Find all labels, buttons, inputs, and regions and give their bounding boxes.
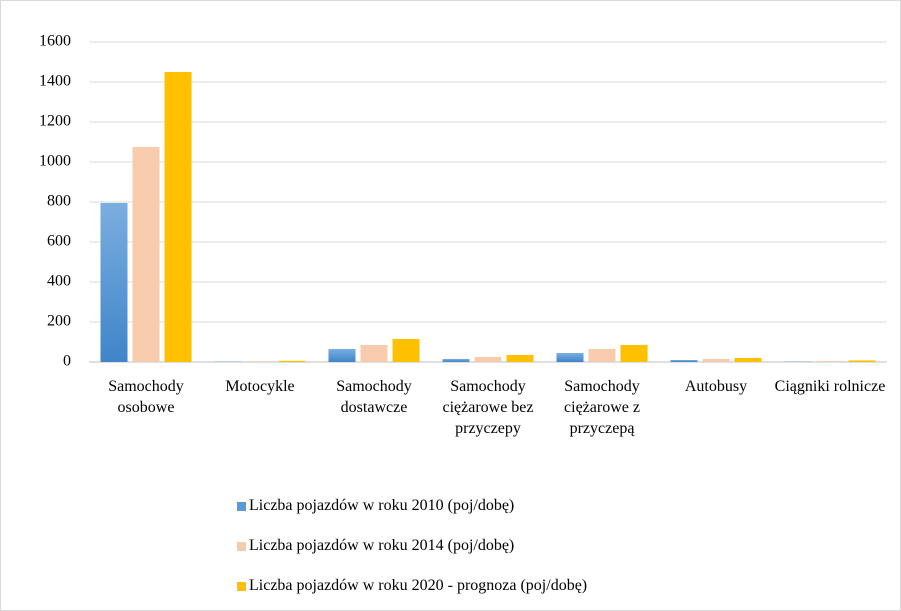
x-tick-label: Samochody osobowe [108, 378, 184, 416]
bar [556, 353, 584, 362]
bar [132, 147, 160, 362]
bar [360, 345, 388, 362]
y-tick-label: 400 [47, 273, 71, 290]
bar [816, 361, 844, 362]
x-tick-label: Autobusy [684, 378, 748, 395]
y-tick-label: 800 [47, 193, 71, 210]
legend-item: Liczba pojazdów w roku 2014 (poj/dobę) [237, 537, 514, 555]
bar [588, 349, 616, 362]
y-tick-label: 1600 [39, 33, 71, 50]
bar [474, 357, 502, 362]
legend-label: Liczba pojazdów w roku 2010 (poj/dobę) [249, 497, 515, 514]
bar [100, 203, 128, 362]
y-tick-label: 600 [47, 233, 71, 250]
y-tick-label: 200 [47, 313, 71, 330]
bar [392, 339, 420, 362]
legend-swatch [237, 581, 246, 591]
bar [442, 359, 470, 362]
x-tick-label: Ciągniki rolnicze [774, 378, 886, 395]
bar [734, 358, 762, 362]
legend-label: Liczba pojazdów w roku 2020 - prognoza (… [249, 577, 588, 594]
legend-label: Liczba pojazdów w roku 2014 (poj/dobę) [249, 537, 515, 554]
legend-swatch [237, 541, 246, 551]
bar [164, 72, 192, 362]
x-tick-label: Samochody ciężarowe bez przyczepy [442, 378, 534, 437]
bar [848, 360, 876, 362]
legend-item: Liczba pojazdów w roku 2020 - prognoza (… [237, 577, 587, 595]
bar [278, 360, 306, 362]
x-tick-label: Motocykle [225, 378, 295, 395]
y-tick-label: 1400 [39, 73, 71, 90]
y-tick-label: 1200 [39, 113, 71, 130]
bar [620, 345, 648, 362]
y-tick-label: 1000 [39, 153, 71, 170]
bar [702, 359, 730, 362]
x-tick-label: Samochody dostawcze [336, 378, 412, 416]
bar [506, 355, 534, 362]
legend-swatch [237, 501, 246, 511]
bar [328, 349, 356, 362]
legend-item: Liczba pojazdów w roku 2010 (poj/dobę) [237, 497, 514, 515]
bar [246, 361, 274, 362]
y-tick-label: 0 [63, 353, 71, 370]
x-tick-label: Samochody ciężarowe z przyczepą [564, 378, 640, 437]
bar [670, 360, 698, 362]
